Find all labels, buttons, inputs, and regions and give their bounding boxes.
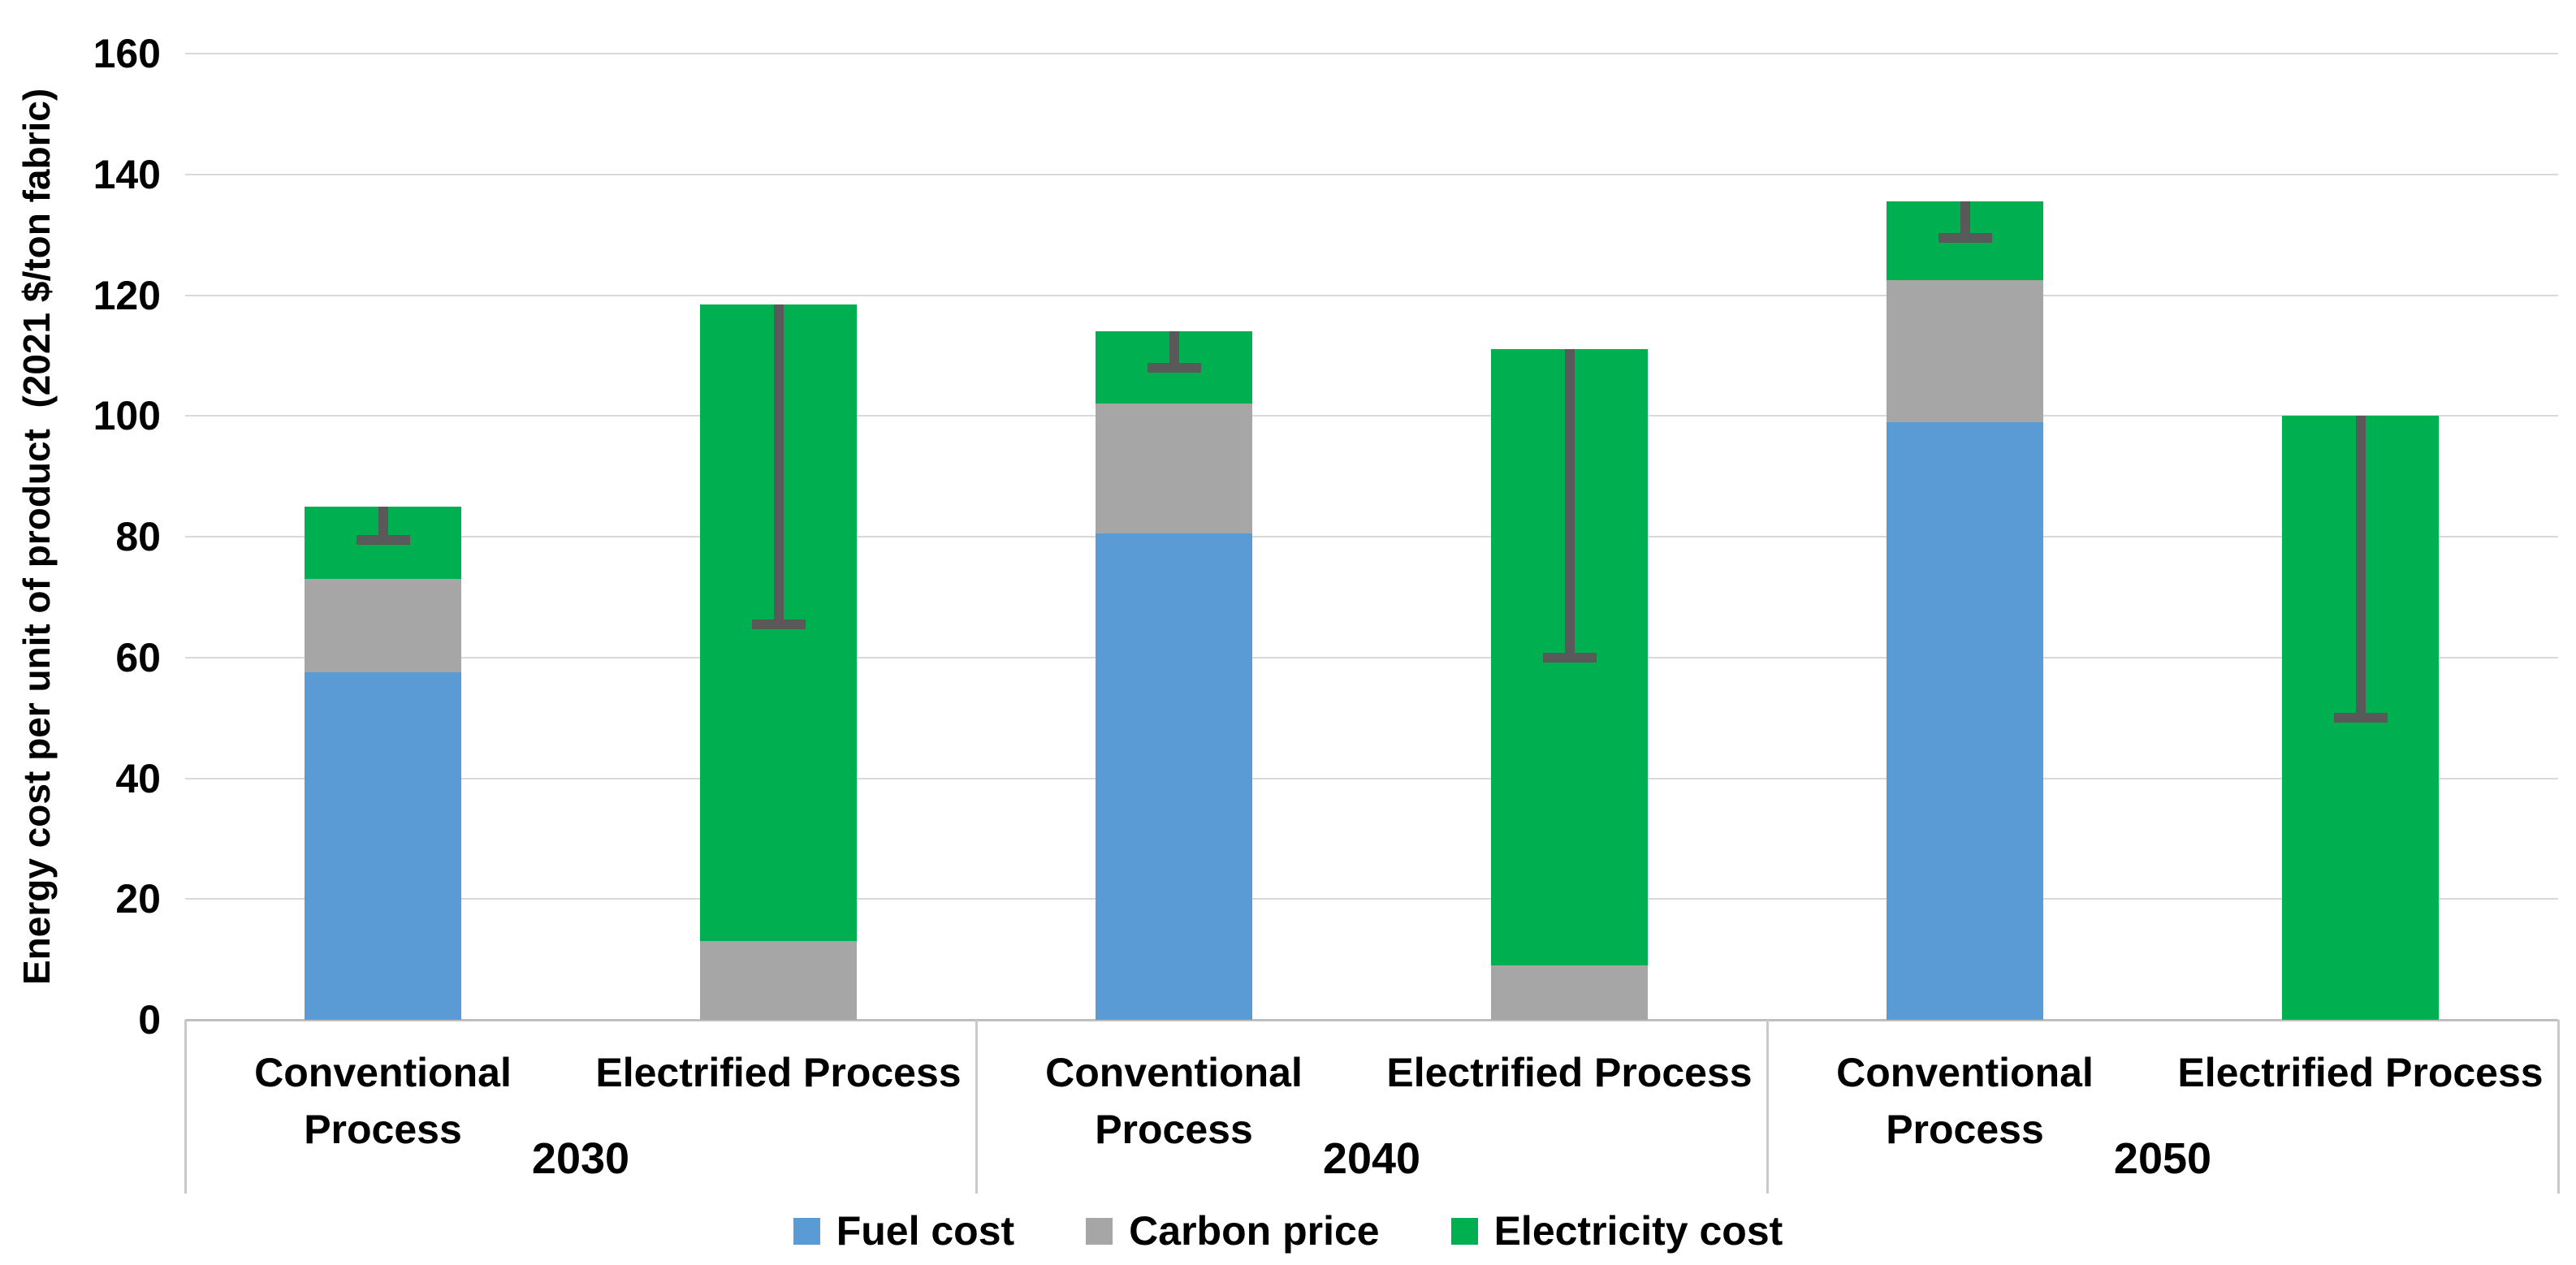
error-bar-cap (1147, 362, 1201, 373)
error-bar-line (1564, 349, 1575, 658)
bar-segment-fuel-cost (305, 672, 461, 1020)
legend-marker-electricity-cost (1450, 1217, 1478, 1245)
error-bar-line (2355, 416, 2366, 719)
y-tick-label-0: 0 (138, 997, 161, 1043)
x-axis-line (185, 1019, 2558, 1021)
bar-2050-conventional-process (1887, 201, 2043, 1020)
y-tick-label-120: 120 (93, 273, 161, 318)
group-divider (2557, 1020, 2560, 1194)
error-bar-line (1960, 201, 1970, 238)
gridline-40 (185, 778, 2558, 779)
bar-segment-carbon-price (1887, 279, 2043, 422)
legend: Fuel cost Carbon price Electricity cost (0, 1202, 2576, 1260)
gridline-20 (185, 898, 2558, 900)
legend-marker-fuel-cost (793, 1217, 820, 1245)
error-bar-line (773, 304, 784, 624)
error-bar-cap (751, 619, 806, 629)
bar-segment-fuel-cost (1887, 421, 2043, 1020)
y-tick-label-100: 100 (93, 393, 161, 438)
legend-marker-carbon-price (1086, 1217, 1113, 1245)
bar-2040-conventional-process (1096, 331, 1252, 1020)
error-bar-cap (356, 534, 410, 545)
legend-item-electricity-cost: Electricity cost (1450, 1207, 1783, 1254)
gridline-120 (185, 295, 2558, 296)
bar-segment-fuel-cost (1096, 533, 1252, 1020)
gridline-140 (185, 174, 2558, 175)
error-bar-cap (2333, 713, 2388, 723)
legend-label-carbon-price: Carbon price (1129, 1208, 1380, 1254)
bar-segment-carbon-price (700, 941, 857, 1020)
y-tick-label-160: 160 (93, 31, 161, 76)
x-label-2030-conventional-process: Conventional Process (254, 1050, 512, 1152)
bar-segment-carbon-price (305, 579, 461, 673)
group-divider (184, 1020, 187, 1194)
y-tick-label-60: 60 (115, 635, 161, 680)
error-bar-cap (1938, 232, 1992, 243)
group-label-2050: 2050 (2113, 1134, 2212, 1183)
gridline-160 (185, 53, 2558, 54)
x-label-2040-electrified-process: Electrified Process (1386, 1050, 1753, 1095)
y-tick-label-140: 140 (93, 152, 161, 197)
gridline-80 (185, 536, 2558, 538)
x-label-2030-electrified-process: Electrified Process (595, 1050, 962, 1095)
error-bar-line (1169, 331, 1179, 368)
x-label-2040-conventional-process: Conventional Process (1045, 1050, 1303, 1152)
gridline-100 (185, 415, 2558, 417)
y-tick-label-80: 80 (115, 514, 161, 559)
group-divider (1766, 1020, 1769, 1194)
gridline-60 (185, 657, 2558, 658)
y-tick-label-40: 40 (115, 756, 161, 801)
legend-item-carbon-price: Carbon price (1086, 1207, 1380, 1254)
y-tick-label-20: 20 (115, 876, 161, 922)
group-divider (975, 1020, 978, 1194)
x-label-2050-electrified-process: Electrified Process (2177, 1050, 2544, 1095)
bar-2030-conventional-process (305, 506, 461, 1020)
error-bar-cap (1542, 652, 1597, 663)
legend-label-electricity-cost: Electricity cost (1493, 1208, 1783, 1254)
bar-segment-carbon-price (1491, 965, 1648, 1020)
legend-item-fuel-cost: Fuel cost (793, 1207, 1014, 1254)
x-label-2050-conventional-process: Conventional Process (1836, 1050, 2094, 1152)
error-bar-line (378, 506, 388, 540)
group-label-2030: 2030 (531, 1134, 630, 1183)
bar-segment-carbon-price (1096, 404, 1252, 534)
group-label-2040: 2040 (1322, 1134, 1421, 1183)
legend-label-fuel-cost: Fuel cost (836, 1208, 1015, 1254)
